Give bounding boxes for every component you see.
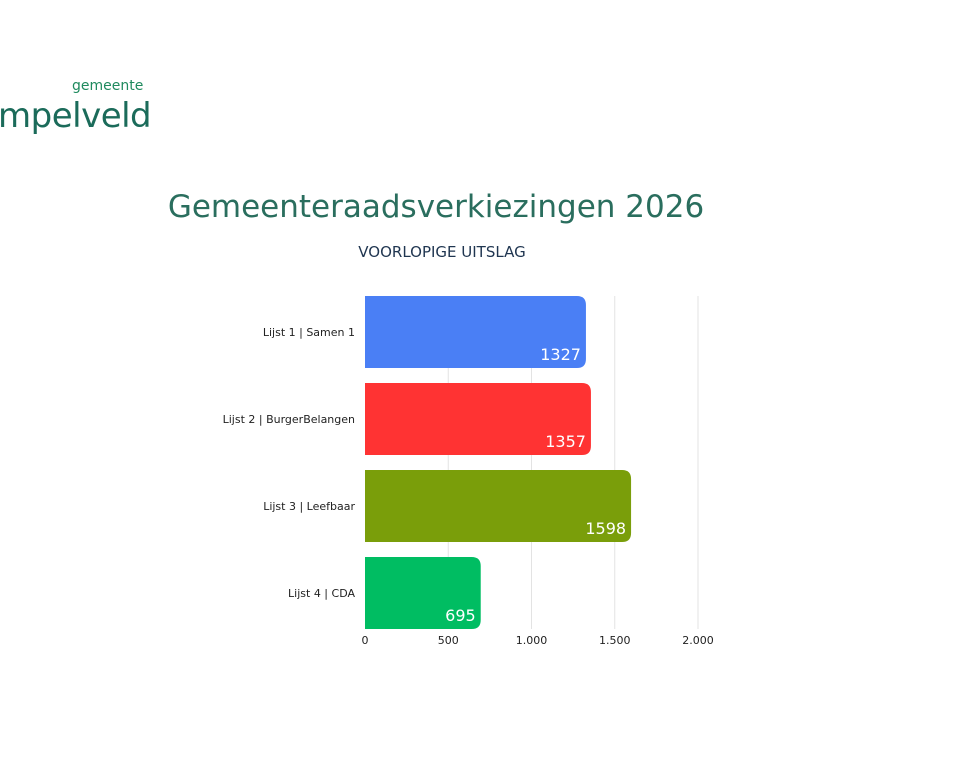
data-label: 1598 (585, 519, 626, 538)
x-tick-label: 1.000 (516, 634, 548, 647)
data-label: 1327 (540, 345, 581, 364)
logo-municipality-name: mpelveld (0, 96, 152, 136)
x-tick-label: 500 (438, 634, 459, 647)
bar (365, 470, 632, 542)
data-label: 1357 (545, 432, 586, 451)
data-label: 695 (445, 606, 476, 625)
bar (365, 383, 591, 455)
chart-subtitle: VOORLOPIGE UITSLAG (358, 243, 526, 261)
category-label: Lijst 4 | CDA (288, 587, 355, 600)
x-tick-label: 1.500 (599, 634, 631, 647)
category-label: Lijst 3 | Leefbaar (263, 500, 355, 513)
x-tick-label: 0 (362, 634, 369, 647)
category-label: Lijst 2 | BurgerBelangen (223, 413, 355, 426)
category-label: Lijst 1 | Samen 1 (263, 326, 355, 339)
chart-title: Gemeenteraadsverkiezingen 2026 (167, 189, 705, 225)
bar (365, 557, 481, 629)
bar (365, 296, 586, 368)
logo-gemeente-text: gemeente (72, 78, 144, 94)
x-tick-label: 2.000 (682, 634, 714, 647)
